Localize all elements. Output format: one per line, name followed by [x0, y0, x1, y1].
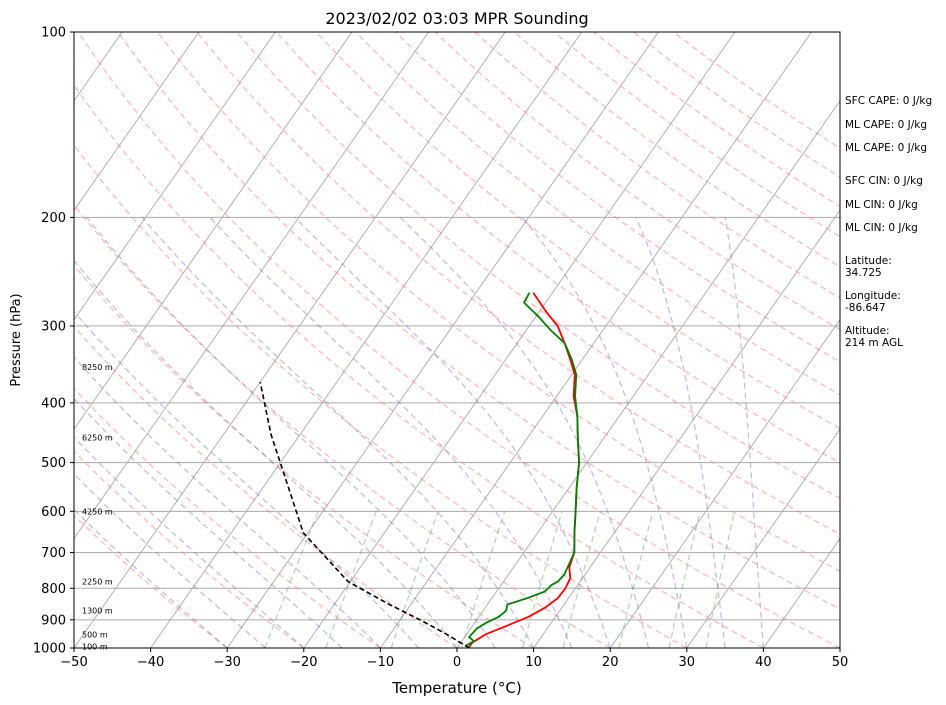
x-tick-label: −20: [290, 655, 317, 670]
isotherm-line: [74, 32, 506, 648]
moist-adiabat-line: [74, 397, 343, 648]
moist-adiabat-line: [74, 473, 266, 648]
moist-adiabat-line: [209, 216, 573, 648]
dry-adiabat-line: [74, 514, 228, 648]
dry-adiabat-line: [74, 204, 611, 648]
isotherm-line: [74, 32, 429, 540]
info-line: ML CAPE: 0 J/kg: [845, 142, 927, 154]
isotherm-line: [609, 318, 840, 648]
moist-adiabat-line: [141, 216, 535, 648]
dry-adiabat-line: [74, 84, 764, 648]
moist-adiabat-line: [74, 356, 381, 648]
dry-adiabat-line: [74, 325, 458, 648]
isotherm-line: [456, 100, 840, 648]
isotherm-line: [686, 428, 840, 648]
x-tick-label: −30: [213, 655, 240, 670]
dry-adiabat-line: [236, 32, 840, 499]
dry-adiabat-line: [74, 450, 305, 648]
dewpoint-profile: [464, 292, 581, 648]
height-label: 100 m: [82, 643, 108, 652]
isotherm-line: [150, 32, 583, 648]
x-tick-label: −50: [60, 655, 87, 670]
y-tick-label: 1000: [33, 642, 66, 657]
isotherm-line: [533, 209, 840, 648]
isotherm-line: [303, 32, 736, 648]
mixing-ratio-line: [264, 511, 319, 648]
y-tick-label: 100: [41, 26, 66, 41]
dry-adiabat-line: [474, 32, 840, 299]
mixing-ratio-line: [325, 511, 377, 648]
height-label: 8250 m: [82, 363, 113, 372]
dry-adiabat-line: [74, 264, 534, 648]
isotherm-line: [380, 32, 812, 648]
moist-adiabat-line: [724, 217, 765, 648]
info-line: 214 m AGL: [845, 337, 903, 349]
info-line: ML CIN: 0 J/kg: [845, 199, 918, 211]
info-line: Altitude:: [845, 325, 890, 337]
mixing-ratio-line: [461, 511, 506, 648]
mixing-ratio-line: [390, 511, 439, 648]
x-tick-label: −40: [137, 655, 164, 670]
info-line: SFC CAPE: 0 J/kg: [845, 95, 932, 107]
height-label: 500 m: [82, 630, 108, 639]
moist-adiabat-line: [521, 216, 688, 648]
y-tick-label: 500: [41, 456, 66, 471]
x-tick-label: 50: [832, 655, 849, 670]
dry-adiabat-line: [275, 32, 840, 464]
x-tick-label: 30: [679, 655, 696, 670]
y-tick-label: 200: [41, 211, 66, 226]
mixing-ratio-line: [618, 511, 654, 648]
parcel-profile: [259, 381, 470, 648]
x-tick-label: 10: [525, 655, 542, 670]
moist-adiabat-line: [74, 310, 420, 648]
mixing-ratio-line: [521, 511, 563, 648]
info-line: Longitude:: [845, 290, 901, 302]
isotherm-line: [226, 32, 659, 648]
mixing-ratio-line: [705, 511, 736, 648]
info-line: -86.647: [845, 302, 886, 314]
x-tick-label: 20: [602, 655, 619, 670]
x-tick-label: −10: [367, 655, 394, 670]
height-label: 6250 m: [82, 433, 113, 442]
height-label: 2250 m: [82, 578, 113, 587]
x-axis-label: Temperature (°C): [391, 679, 521, 697]
info-line: ML CAPE: 0 J/kg: [845, 119, 927, 131]
y-tick-label: 300: [41, 319, 66, 334]
info-line: 34.725: [845, 267, 882, 279]
dry-adiabat-line: [77, 32, 840, 648]
dry-adiabat-line: [315, 32, 840, 430]
y-tick-label: 900: [41, 613, 66, 628]
isotherm-line: [763, 537, 840, 648]
y-tick-label: 600: [41, 505, 66, 520]
chart-title: 2023/02/02 03:03 MPR Sounding: [325, 9, 588, 28]
info-line: ML CIN: 0 J/kg: [845, 222, 918, 234]
height-label: 1300 m: [82, 607, 113, 616]
y-tick-label: 700: [41, 546, 66, 561]
isotherm-line: [74, 32, 353, 430]
info-line: Latitude:: [845, 255, 892, 267]
y-tick-label: 800: [41, 582, 66, 597]
mixing-ratio-line: [562, 511, 601, 648]
dry-adiabat-line: [74, 144, 688, 648]
info-line: SFC CIN: 0 J/kg: [845, 175, 923, 187]
dry-adiabat-line: [434, 32, 840, 331]
y-axis-label: Pressure (hPa): [9, 293, 24, 386]
isotherm-line: [74, 32, 276, 321]
dry-adiabat-line: [156, 32, 840, 572]
isotherm-line: [74, 32, 200, 212]
dry-adiabat-line: [74, 387, 381, 648]
x-tick-label: 40: [755, 655, 772, 670]
moist-adiabat-line: [399, 216, 650, 648]
y-tick-label: 400: [41, 396, 66, 411]
mixing-ratio-line: [668, 511, 701, 648]
dry-adiabat-line: [196, 32, 840, 536]
moist-adiabat-line: [294, 216, 611, 648]
moist-adiabat-line: [74, 508, 228, 648]
x-tick-label: 0: [453, 655, 461, 670]
height-label: 4250 m: [82, 507, 113, 516]
dry-adiabat-line: [117, 32, 840, 610]
